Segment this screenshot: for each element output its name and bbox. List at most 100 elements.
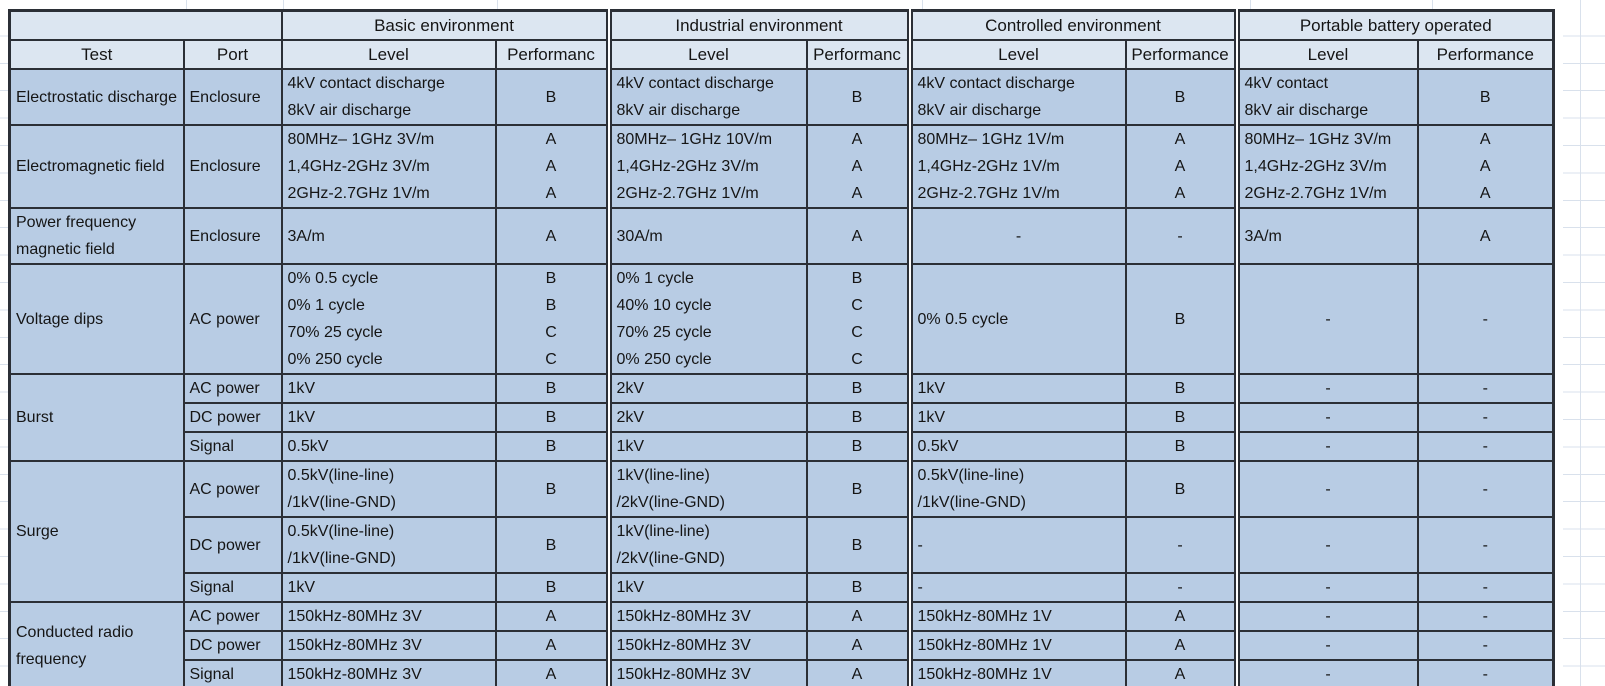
table-row: Burst AC power 1kV B 2kV B 1kV B - - xyxy=(8,373,1555,462)
level-cell: 0.5kV(line-line) /1kV(line-GND) xyxy=(906,460,1127,518)
performance-cell: - xyxy=(1416,402,1555,433)
group-header-controlled: Controlled environment xyxy=(906,9,1238,41)
level-column-header: Level xyxy=(605,39,808,70)
level-cell: 0.5kV xyxy=(906,431,1127,462)
performance-cell: - xyxy=(1124,572,1238,603)
sheet-gridline xyxy=(922,0,923,9)
test-name-cell: Surge xyxy=(8,460,185,603)
level-cell: 150kHz-80MHz 3V xyxy=(605,659,808,686)
group-header-row: Basic environment Industrial environment… xyxy=(8,9,1555,41)
sheet-gridline xyxy=(1432,0,1433,9)
performance-cell: B xyxy=(494,516,610,574)
performance-cell: B xyxy=(494,460,610,518)
performance-cell: B C C C xyxy=(805,263,911,375)
level-cell: 30A/m xyxy=(605,207,808,265)
group-header-industrial: Industrial environment xyxy=(605,9,911,41)
table-row: Electromagnetic field Enclosure 80MHz– 1… xyxy=(8,124,1555,209)
performance-cell: A xyxy=(1124,659,1238,686)
level-cell: 0.5kV(line-line) /1kV(line-GND) xyxy=(280,516,497,574)
level-cell: 0% 0.5 cycle xyxy=(906,263,1127,375)
performance-cell: B xyxy=(1124,68,1238,126)
performance-cell: - xyxy=(1416,572,1555,603)
performance-cell: A A A xyxy=(1124,124,1238,209)
emc-immunity-table: Basic environment Industrial environment… xyxy=(8,9,1555,686)
level-cell: 80MHz– 1GHz 1V/m 1,4GHz-2GHz 1V/m 2GHz-2… xyxy=(906,124,1127,209)
performance-cell: A xyxy=(805,601,911,632)
table-row: Signal 150kHz-80MHz 3V A 150kHz-80MHz 3V… xyxy=(10,659,1555,686)
level-cell: - xyxy=(1233,659,1419,686)
level-cell: 2kV xyxy=(605,373,808,404)
port-cell: DC power xyxy=(182,402,283,433)
performance-cell: A xyxy=(805,207,911,265)
sheet-gridline xyxy=(186,0,187,9)
level-cell: 3A/m xyxy=(280,207,497,265)
test-name-cell: Power frequency magnetic field xyxy=(8,207,185,265)
level-cell: - xyxy=(906,572,1127,603)
performance-cell: A xyxy=(494,659,610,686)
level-column-header: Level xyxy=(1233,39,1419,70)
level-cell: 150kHz-80MHz 1V xyxy=(906,630,1127,661)
test-name-cell: Electrostatic discharge xyxy=(8,68,185,126)
level-cell: - xyxy=(906,207,1127,265)
performance-cell: B xyxy=(494,431,610,462)
port-cell: Signal xyxy=(182,572,283,603)
level-cell: 150kHz-80MHz 3V xyxy=(605,630,808,661)
level-cell: 4kV contact 8kV air discharge xyxy=(1233,68,1419,126)
performance-cell: B xyxy=(805,402,911,433)
test-name-cell: Electromagnetic field xyxy=(8,124,185,209)
level-cell: 0% 1 cycle 40% 10 cycle 70% 25 cycle 0% … xyxy=(605,263,808,375)
level-cell: 150kHz-80MHz 3V xyxy=(280,630,497,661)
performance-cell: A xyxy=(805,659,911,686)
test-name-cell: Burst xyxy=(8,373,185,462)
performance-cell: - xyxy=(1416,373,1555,404)
performance-cell: B xyxy=(805,460,911,518)
port-cell: Enclosure xyxy=(182,124,283,209)
performance-cell: A xyxy=(494,207,610,265)
performance-column-header: Performance xyxy=(1416,39,1555,70)
level-cell: 1kV xyxy=(605,431,808,462)
test-name-cell: Voltage dips xyxy=(8,263,185,375)
level-cell: - xyxy=(1233,516,1419,574)
performance-cell: - xyxy=(1416,460,1555,518)
performance-column-header: Performanc xyxy=(805,39,911,70)
level-cell: 3A/m xyxy=(1233,207,1419,265)
port-cell: AC power xyxy=(182,263,283,375)
test-column-header: Test xyxy=(8,39,185,70)
performance-cell: B xyxy=(805,373,911,404)
performance-cell: B xyxy=(494,373,610,404)
port-cell: AC power xyxy=(182,601,283,632)
performance-cell: B xyxy=(494,68,610,126)
level-cell: 150kHz-80MHz 1V xyxy=(906,659,1127,686)
performance-cell: B xyxy=(1416,68,1555,126)
performance-column-header: Performanc xyxy=(494,39,610,70)
test-name-cell: Conducted radio frequency xyxy=(8,601,185,686)
corner-cell xyxy=(8,9,283,41)
level-cell: 1kV xyxy=(906,402,1127,433)
level-cell: 4kV contact discharge 8kV air discharge xyxy=(280,68,497,126)
level-cell: - xyxy=(1233,402,1419,433)
level-cell: 1kV(line-line) /2kV(line-GND) xyxy=(605,460,808,518)
level-cell: 1kV xyxy=(280,402,497,433)
table-row: DC power 150kHz-80MHz 3V A 150kHz-80MHz … xyxy=(10,630,1555,661)
level-cell: 1kV xyxy=(906,373,1127,404)
performance-cell: B xyxy=(805,516,911,574)
group-header-basic: Basic environment xyxy=(280,9,610,41)
level-cell: 4kV contact discharge 8kV air discharge xyxy=(605,68,808,126)
level-cell: 150kHz-80MHz 1V xyxy=(906,601,1127,632)
sheet-gridline xyxy=(1563,9,1605,670)
table-row: DC power 1kV B 2kV B 1kV B - - xyxy=(10,402,1555,433)
table-row: Signal 0.5kV B 1kV B 0.5kV B - - xyxy=(10,431,1555,462)
level-cell: 80MHz– 1GHz 10V/m 1,4GHz-2GHz 3V/m 2GHz-… xyxy=(605,124,808,209)
level-cell: 150kHz-80MHz 3V xyxy=(280,659,497,686)
level-cell: 4kV contact discharge 8kV air discharge xyxy=(906,68,1127,126)
level-cell: - xyxy=(1233,263,1419,375)
level-cell: 1kV xyxy=(605,572,808,603)
level-column-header: Level xyxy=(280,39,497,70)
sheet-gridline xyxy=(0,9,8,670)
level-cell: 2kV xyxy=(605,402,808,433)
performance-cell: B xyxy=(1124,460,1238,518)
port-cell: Enclosure xyxy=(182,207,283,265)
performance-cell: A xyxy=(1416,207,1555,265)
level-cell: - xyxy=(1233,373,1419,404)
